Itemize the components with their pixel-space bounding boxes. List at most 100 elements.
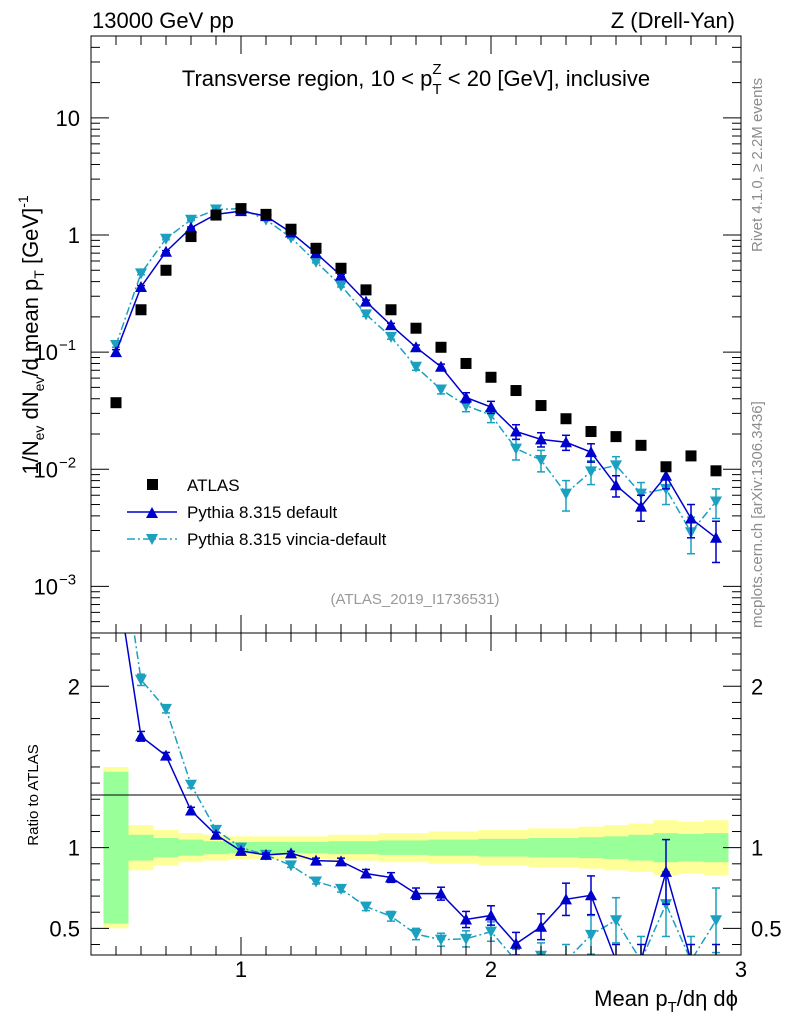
x-tick-label: 2 xyxy=(485,957,497,982)
default-marker xyxy=(710,531,722,543)
main-plot-panel: Transverse region, 10 < pZ T < 20 [GeV], … xyxy=(15,35,742,634)
ratio-band-inner xyxy=(303,842,329,854)
vincia-marker xyxy=(510,443,522,455)
default-ratio-marker xyxy=(535,920,547,932)
rivet-version-label: Rivet 4.1.0, ≥ 2.2M events xyxy=(749,78,766,252)
default-marker xyxy=(385,319,397,331)
default-ratio-marker xyxy=(360,867,372,879)
title-part-1: Transverse region, 10 < p xyxy=(182,66,433,91)
analysis-reference-label: (ATLAS_2019_I1736531) xyxy=(330,591,499,608)
vincia-ratio-marker xyxy=(510,956,522,967)
main-y-tick-label: 10 xyxy=(34,457,58,482)
vincia-marker xyxy=(310,256,322,268)
header-process: Z (Drell-Yan) xyxy=(611,8,735,33)
atlas-data-point xyxy=(210,209,222,221)
ylabel-sub-ev-1: ev xyxy=(31,426,47,441)
default-ratio-marker xyxy=(110,567,122,578)
ratio-band-inner xyxy=(203,841,229,855)
ratio-band-inner xyxy=(453,839,479,856)
atlas-data-point xyxy=(160,264,172,276)
default-ratio-marker xyxy=(585,889,597,901)
default-ratio-marker xyxy=(715,954,717,955)
vincia-marker xyxy=(560,488,572,500)
atlas-data-point xyxy=(285,223,297,235)
atlas-data-point xyxy=(485,371,497,383)
legend-vincia-label: Pythia 8.315 vincia-default xyxy=(187,530,387,549)
default-ratio-marker xyxy=(385,871,397,883)
ratio-axis-ticks xyxy=(91,633,742,955)
main-y-axis-label: 1/Nev dNev/d mean pT [GeV]-1 xyxy=(15,195,47,475)
vincia-marker xyxy=(160,233,172,245)
default-marker xyxy=(485,401,497,413)
x-tick-label: 3 xyxy=(735,957,747,982)
default-ratio-marker xyxy=(260,848,272,860)
vincia-marker xyxy=(135,268,147,280)
default-ratio-marker xyxy=(335,855,347,867)
xlabel-sub-t: T xyxy=(668,999,677,1016)
ratio-band-inner xyxy=(253,842,279,854)
vincia-marker xyxy=(535,454,547,466)
default-marker xyxy=(510,425,522,437)
main-y-tick-label: 1 xyxy=(68,223,80,248)
ratio-band-inner xyxy=(503,838,529,857)
ratio-series-group xyxy=(110,567,722,967)
default-marker xyxy=(685,512,697,524)
ratio-band-inner xyxy=(153,837,179,858)
default-ratio-marker xyxy=(435,887,447,899)
atlas-data-point xyxy=(310,242,322,254)
default-marker xyxy=(585,446,597,458)
vincia-ratio-marker xyxy=(285,860,297,872)
default-marker xyxy=(635,500,647,512)
atlas-data-point xyxy=(360,284,372,296)
default-marker xyxy=(560,436,572,448)
ratio-clipped-group xyxy=(110,567,722,967)
x-tick-label: 1 xyxy=(235,957,247,982)
atlas-data-point xyxy=(660,461,672,473)
atlas-data-point xyxy=(635,439,647,451)
ratio-band-inner xyxy=(553,837,579,858)
ratio-y-tick-label-right: 0.5 xyxy=(751,916,782,941)
ratio-band-inner xyxy=(328,841,354,855)
default-ratio-marker xyxy=(560,893,572,905)
main-y-tick-label: 10 xyxy=(56,106,80,131)
ratio-y-tick-label-left: 2 xyxy=(68,674,80,699)
ratio-band-inner xyxy=(403,840,429,855)
ratio-uncertainty-band xyxy=(103,766,729,929)
default-marker xyxy=(535,433,547,445)
ylabel-part-4: [GeV] xyxy=(18,208,43,270)
vincia-ratio-marker xyxy=(135,674,147,686)
legend-default-marker xyxy=(146,507,158,518)
default-ratio-marker xyxy=(460,913,472,925)
ratio-tick-labels: 0.5 0.5 1 1 2 2 1 2 3 xyxy=(49,674,781,982)
legend-vincia-marker xyxy=(146,534,158,545)
vincia-ratio-marker xyxy=(435,934,447,946)
ratio-band-inner xyxy=(628,834,654,861)
default-ratio-marker xyxy=(615,954,617,955)
vincia-ratio-marker xyxy=(685,956,697,967)
x-axis-label: Mean pT/dη dϕ xyxy=(594,986,738,1016)
default-marker xyxy=(435,360,447,372)
atlas-data-point xyxy=(260,208,272,220)
vincia-marker xyxy=(635,488,647,500)
atlas-data-point xyxy=(435,341,447,353)
default-marker xyxy=(185,221,197,233)
xlabel-part-2: /dη dϕ xyxy=(677,986,738,1011)
ratio-y-tick-label-left: 1 xyxy=(68,836,80,861)
ratio-band-inner xyxy=(478,838,504,857)
vincia-ratio-marker xyxy=(710,915,722,927)
default-marker xyxy=(335,269,347,281)
atlas-data-point xyxy=(335,262,347,274)
vincia-ratio-marker xyxy=(310,876,322,888)
vincia-marker xyxy=(410,361,422,373)
atlas-data-point xyxy=(135,304,147,316)
default-ratio-marker xyxy=(235,844,247,856)
ratio-band-inner xyxy=(128,834,154,861)
vincia-marker xyxy=(335,280,347,292)
main-y-tick-exponent: −3 xyxy=(59,571,76,588)
vincia-ratio-marker xyxy=(185,779,197,791)
default-marker xyxy=(135,280,147,292)
default-ratio-marker xyxy=(285,847,297,859)
main-axis-ticks xyxy=(91,35,742,634)
